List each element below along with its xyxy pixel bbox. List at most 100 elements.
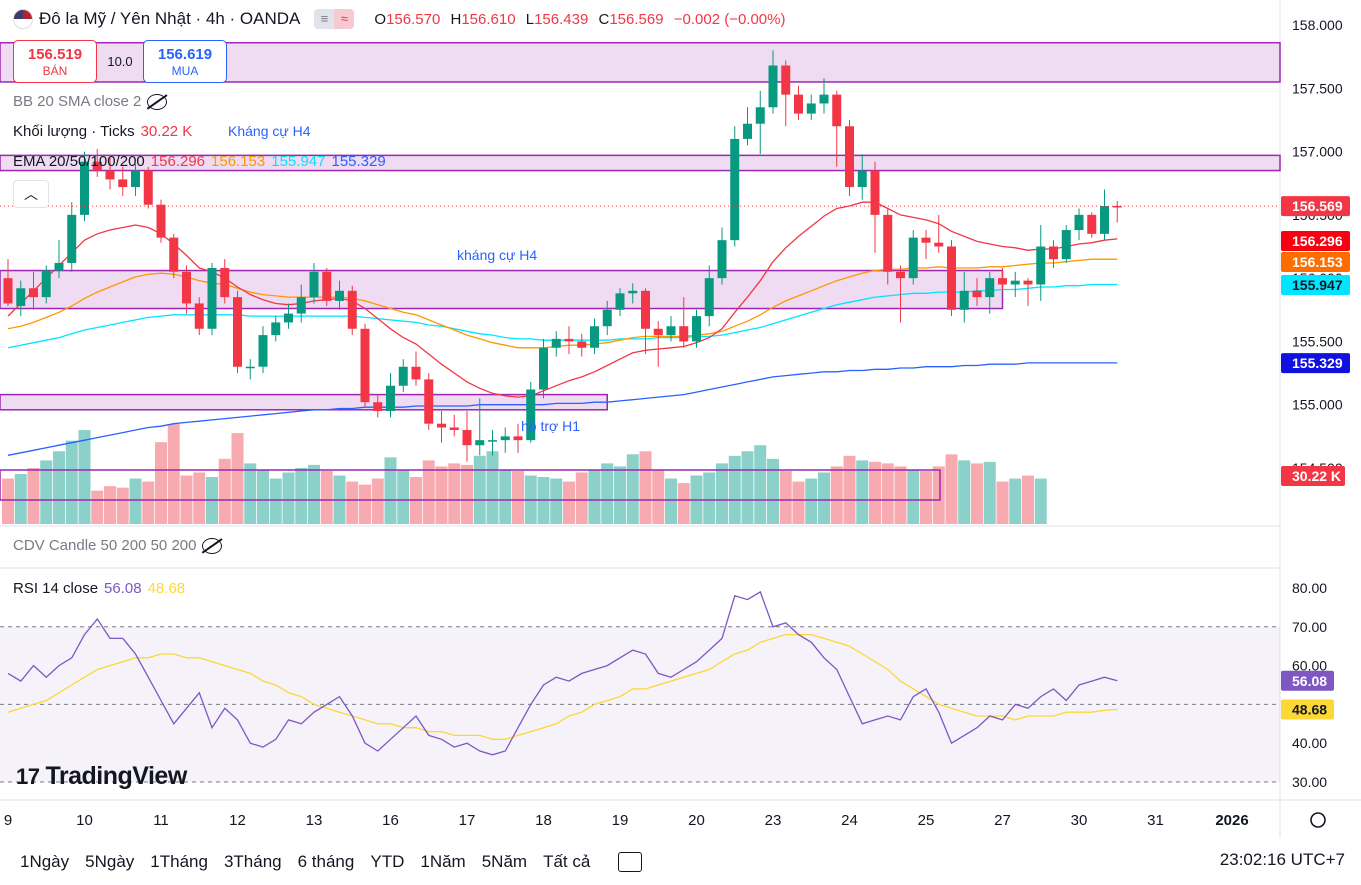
volume-bar (894, 466, 907, 524)
candle (54, 240, 64, 279)
candle-body (730, 138, 740, 241)
volume-bar (983, 461, 996, 524)
candle (309, 262, 319, 304)
rsi-legend[interactable]: RSI 14 close 56.08 48.68 (13, 580, 185, 597)
indicator-toggle[interactable]: ≡ ≈ (314, 9, 355, 29)
range-3m[interactable]: 3Tháng (223, 851, 282, 871)
rsi-ma-axis-label-box (1281, 699, 1334, 720)
annotation-resist-h4-a[interactable]: Kháng cự H4 (228, 123, 311, 139)
ema200-line (7, 362, 1118, 456)
candle (500, 427, 510, 453)
candle (679, 297, 689, 348)
candle (182, 265, 191, 314)
volume-bar (129, 478, 142, 524)
volume-bar (257, 469, 269, 524)
candle (411, 351, 421, 386)
volume-bar (116, 487, 129, 524)
candle (1061, 224, 1071, 263)
lot-size[interactable]: 10.0 (107, 54, 133, 69)
candle-body (577, 341, 587, 348)
candle-body (245, 366, 255, 369)
candle (921, 230, 931, 260)
volume-bar (308, 464, 320, 524)
range-all[interactable]: Tất cả (543, 851, 591, 871)
cdv-legend[interactable]: CDV Candle 50 200 50 200 (13, 537, 223, 554)
hidden-eye-icon[interactable] (202, 537, 223, 554)
symbol-title[interactable]: Đô la Mỹ / Yên Nhật · 4h · OANDA (39, 9, 301, 28)
candle (692, 309, 701, 348)
range-5y[interactable]: 5Năm (481, 851, 528, 871)
volume-bar (346, 481, 359, 524)
chevron-up-icon: ︿ (24, 186, 38, 202)
volume-bar (422, 460, 435, 524)
candle-body (398, 366, 408, 386)
candle (819, 78, 829, 114)
time-tick-label: 27 (994, 812, 1011, 829)
wave-icon[interactable]: ≈ (334, 9, 355, 29)
range-1m[interactable]: 1Tháng (150, 851, 208, 871)
candle-body (284, 313, 293, 323)
range-5d[interactable]: 5Ngày (85, 851, 135, 871)
volume-bar (27, 467, 40, 524)
volume-bar (792, 481, 805, 524)
range-1y[interactable]: 1Năm (420, 851, 466, 871)
candle (3, 259, 13, 306)
volume-bar (830, 466, 843, 524)
volume-bar (945, 454, 958, 524)
time-tick-label: 9 (4, 812, 12, 829)
volume-value: 30.22 K (140, 123, 193, 140)
rsi-value: 56.08 (104, 580, 142, 597)
volume-bar (703, 472, 716, 524)
settings-gear-icon[interactable] (1310, 812, 1326, 828)
buy-button[interactable]: 156.619 MUA (143, 40, 227, 83)
collapse-legend-button[interactable]: ︿ (13, 180, 49, 208)
tradingview-logo[interactable]: 17 TradingView (16, 762, 187, 791)
list-icon[interactable]: ≡ (314, 9, 335, 29)
close-value: 156.569 (609, 10, 664, 28)
candle-body (896, 271, 905, 279)
candle (615, 288, 625, 317)
volume-legend[interactable]: Khối lượng · Ticks 30.22 K (13, 123, 192, 140)
candle-body (883, 214, 893, 272)
sell-button[interactable]: 156.519 BÁN (13, 40, 97, 83)
range-6m[interactable]: 6 tháng (297, 851, 355, 871)
candle (118, 166, 128, 196)
annotation-resist-h4-b[interactable]: kháng cự H4 (457, 247, 538, 263)
candle-body (1100, 205, 1109, 234)
candle-body (934, 242, 944, 247)
candle-body (296, 297, 306, 314)
volume-bar (881, 463, 894, 524)
ema100-axis-label: 155.947 (1292, 277, 1343, 293)
last-price-label-box (1281, 196, 1350, 217)
volume-bar (779, 470, 792, 524)
candle (526, 381, 536, 443)
candle-body (794, 94, 803, 114)
volume-bar (843, 455, 856, 524)
candle-body (54, 262, 64, 271)
range-1d[interactable]: 1Ngày (20, 851, 70, 871)
candle (641, 288, 650, 355)
hidden-eye-icon[interactable] (147, 93, 168, 110)
candle-body (679, 326, 689, 342)
calendar-icon[interactable] (618, 851, 643, 872)
candle-body (131, 170, 140, 188)
rsi-label: RSI 14 close (13, 580, 99, 597)
rsi-ma-value: 48.68 (147, 580, 186, 597)
ema-legend[interactable]: EMA 20/50/100/200 156.296 156.153 155.94… (13, 153, 386, 170)
candle (67, 202, 77, 272)
volume-bar (869, 461, 881, 524)
clock[interactable]: 23:02:16 UTC+7 (1219, 850, 1345, 869)
annotation-support-h1[interactable]: hỗ trợ H1 (521, 418, 580, 434)
range-ytd[interactable]: YTD (370, 851, 405, 871)
candle-body (870, 170, 880, 215)
volume-bar (1034, 478, 1047, 524)
bb-legend[interactable]: BB 20 SMA close 2 (13, 93, 168, 110)
candle (577, 333, 587, 357)
candle (908, 230, 918, 285)
ema100-axis-label-box (1281, 275, 1350, 295)
volume-bar (728, 455, 741, 524)
candle (653, 321, 663, 367)
ema50-value: 156.153 (211, 153, 266, 170)
candle (1010, 271, 1020, 298)
